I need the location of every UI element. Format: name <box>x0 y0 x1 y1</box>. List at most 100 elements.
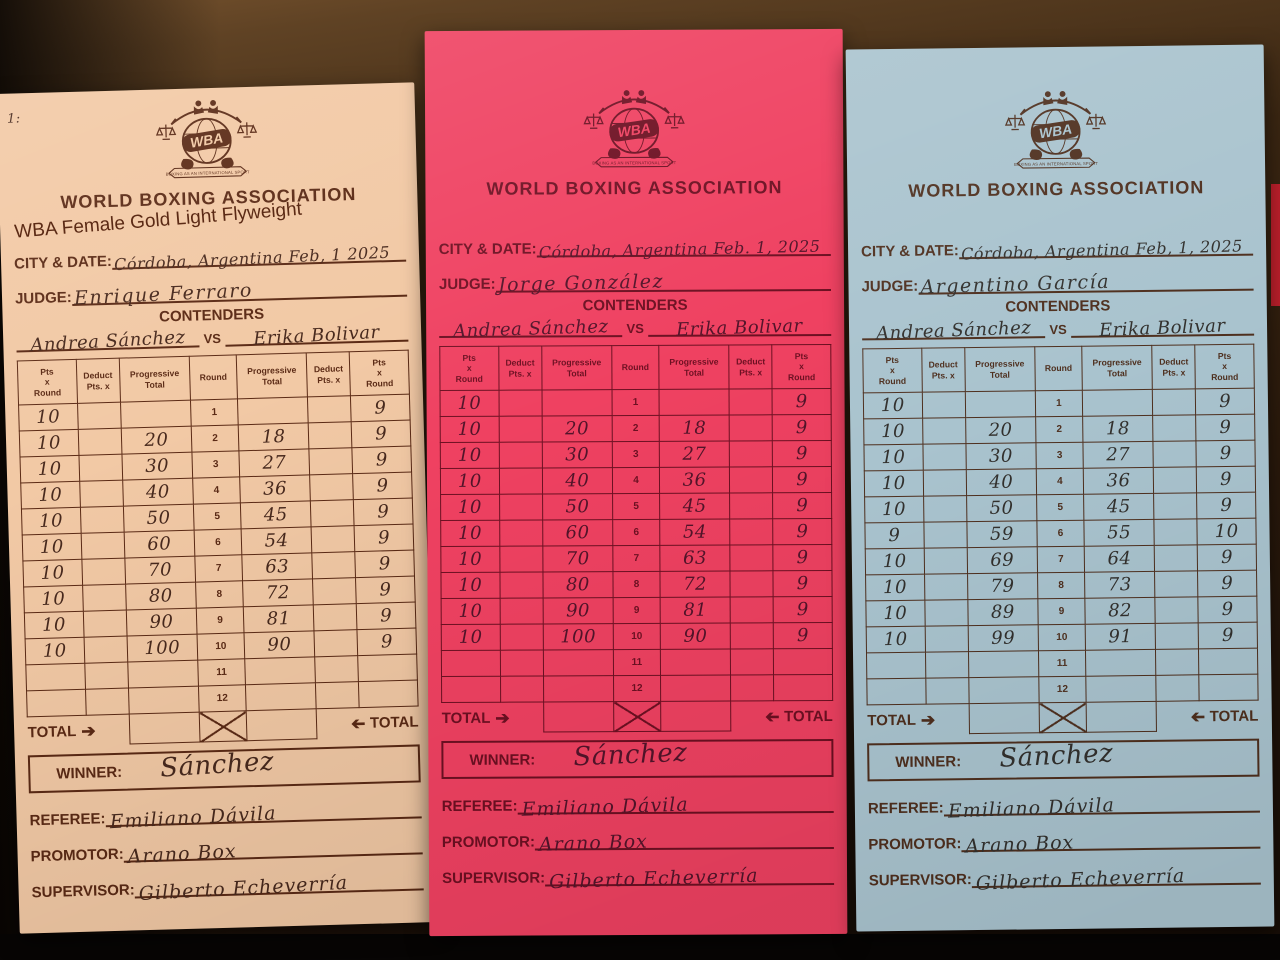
round-number-cell: 10 <box>1038 624 1086 651</box>
score-table: Pts x Round Deduct Pts. x Progressive To… <box>862 344 1259 736</box>
total-label-right: ➔ TOTAL <box>764 707 833 727</box>
contender-b-name: Erika Bolivar <box>676 315 804 341</box>
boxers-icon <box>622 90 646 105</box>
deduct-b-cell <box>730 570 774 598</box>
deduct-b-cell <box>1155 622 1199 650</box>
pts-a-cell: 10 <box>20 481 81 509</box>
deduct-a-cell <box>499 571 543 599</box>
progressive-b-cell: 63 <box>241 552 313 581</box>
total-a-cell <box>968 702 1040 734</box>
supervisor-value: Gilberto Echeverría <box>548 864 759 894</box>
progressive-b-cell <box>1082 389 1153 417</box>
progressive-a-cell <box>964 390 1036 418</box>
corner-mark: 1: <box>6 111 21 127</box>
deduct-b-cell <box>1153 492 1198 520</box>
pts-b-cell: 9 <box>354 524 414 552</box>
judge-row: JUDGE: Jorge González <box>439 265 831 296</box>
deduct-a-cell <box>499 597 543 625</box>
pts-a-cell: 10 <box>866 626 926 653</box>
judge-card-blue: WBA BOXING AS AN INTERNATIONAL SPORT WOR… <box>845 44 1275 932</box>
wba-monogram: WBA <box>609 119 659 142</box>
vs-label: VS <box>626 320 644 337</box>
deduct-b-cell <box>1153 466 1197 494</box>
pts-a-cell: 10 <box>864 470 924 497</box>
contender-b-name: Erika Bolivar <box>1098 315 1226 342</box>
progressive-b-cell: 45 <box>659 493 730 520</box>
contender-a-name: Andrea Sánchez <box>452 316 609 342</box>
progressive-b-cell <box>660 649 731 676</box>
winner-label: WINNER: <box>895 752 962 771</box>
header-deduct-a: Deduct Pts. x <box>75 358 121 404</box>
deduct-a-cell <box>500 675 544 703</box>
total-row: TOTAL ➔ ➔ TOTAL <box>867 700 1258 735</box>
pts-a-cell: 10 <box>441 624 501 651</box>
score-row-round-7: 10 70 7 63 9 <box>440 544 832 573</box>
deduct-a-cell <box>923 521 967 549</box>
progressive-b-cell <box>1085 675 1157 703</box>
deduct-a-cell <box>924 599 968 627</box>
pts-b-cell: 9 <box>352 472 413 500</box>
deduct-a-cell <box>925 677 969 705</box>
total-b-cell <box>660 701 732 732</box>
progressive-a-cell: 40 <box>965 468 1037 496</box>
progressive-a-cell: 100 <box>542 623 614 650</box>
total-b-cell <box>1086 701 1157 733</box>
progressive-b-cell: 45 <box>1083 493 1155 521</box>
svg-text:WBA: WBA <box>617 121 652 141</box>
progressive-b-cell: 64 <box>1084 545 1155 573</box>
round-number-cell: 9 <box>1037 598 1086 625</box>
deduct-b-cell <box>729 518 774 546</box>
round-number-cell: 7 <box>612 545 660 572</box>
round-number-cell: 5 <box>612 493 660 520</box>
ribbon-banner: BOXING AS AN INTERNATIONAL SPORT <box>592 156 677 168</box>
judge-name-value: Argentino García <box>919 270 1110 299</box>
progressive-b-cell: 81 <box>660 597 731 624</box>
deduct-b-cell <box>312 577 357 605</box>
round-number-cell: 3 <box>612 441 660 468</box>
gloves-icon <box>181 157 234 170</box>
deduct-a-cell <box>80 506 124 534</box>
referee-label: REFEREE: <box>29 810 106 830</box>
deduct-a-cell <box>921 391 966 419</box>
total-label-left: TOTAL ➔ <box>867 710 936 730</box>
svg-text:BOXING AS AN INTERNATIONAL SPO: BOXING AS AN INTERNATIONAL SPORT <box>592 160 676 165</box>
pts-a-cell: 10 <box>863 392 923 419</box>
pts-b-cell: 9 <box>773 570 833 597</box>
deduct-b-cell <box>310 499 355 527</box>
score-row-round-10: 10 100 10 90 9 <box>441 622 833 651</box>
pts-a-cell: 10 <box>18 403 78 431</box>
deduct-a-cell <box>499 519 543 547</box>
progressive-b-cell <box>244 656 316 685</box>
pts-a-cell <box>441 676 501 703</box>
total-a-cell <box>543 701 614 732</box>
pts-b-cell: 9 <box>1197 570 1257 597</box>
score-row-round-3: 10 30 3 27 9 <box>440 440 832 469</box>
progressive-a-cell: 100 <box>126 634 198 663</box>
progressive-b-cell <box>237 396 309 425</box>
pts-a-cell <box>866 652 926 679</box>
deduct-a-cell <box>77 402 121 430</box>
scales-icon <box>155 122 258 141</box>
crossed-out-cell <box>1039 702 1087 733</box>
header-round: Round <box>189 354 238 401</box>
contenders-row: Andrea Sánchez VS Erika Bolivar <box>861 315 1255 344</box>
pts-b-cell: 9 <box>772 388 832 415</box>
deduct-a-cell <box>498 441 543 469</box>
score-row-round-11: 11 <box>441 648 833 677</box>
round-number-cell: 8 <box>612 571 661 598</box>
deduct-a-cell <box>84 662 129 690</box>
header-progressive-b: Progressive Total <box>236 352 308 399</box>
pts-b-cell <box>1199 674 1259 701</box>
deduct-b-cell <box>1153 440 1197 468</box>
contender-b-name: Erika Bolivar <box>252 321 381 350</box>
pts-a-cell: 10 <box>864 496 924 523</box>
total-b-cell <box>246 708 318 741</box>
pts-a-cell: 10 <box>21 507 81 535</box>
pts-a-cell: 10 <box>440 468 500 495</box>
header-round: Round <box>1034 346 1083 391</box>
total-label-left: TOTAL ➔ <box>27 721 96 742</box>
progressive-a-cell: 20 <box>541 415 613 442</box>
round-number-cell: 6 <box>194 528 242 557</box>
deduct-b-cell <box>730 674 774 702</box>
score-row-round-1: 10 1 9 <box>440 388 832 417</box>
